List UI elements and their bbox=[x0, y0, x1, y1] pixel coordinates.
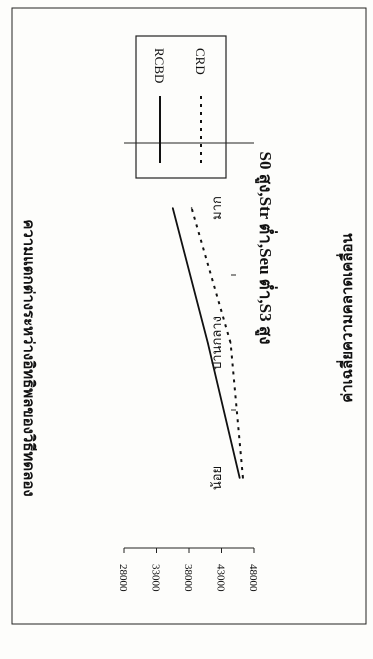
y-tick-label: 43000 bbox=[215, 564, 227, 592]
chart-title: S0 สูง,Str ต่ำ,Seu ต่ำ,S3 สูง bbox=[254, 152, 278, 345]
x-tick-label: น้อย bbox=[209, 466, 224, 490]
legend-label-crd: CRD bbox=[193, 48, 208, 75]
y-tick-label: 38000 bbox=[182, 564, 194, 592]
series-group bbox=[171, 207, 244, 479]
data-point-rcbd bbox=[207, 342, 209, 344]
data-point-rcbd bbox=[238, 477, 241, 479]
y-axis-title: ค่าเฉลี่ยความคลาดเคลื่อน bbox=[336, 232, 356, 402]
data-point-crd bbox=[242, 477, 244, 479]
y-tick-group: 48000 43000 38000 33000 28000 bbox=[117, 548, 259, 592]
x-tick-label: ปานกลาง bbox=[209, 316, 224, 370]
data-point-rcbd bbox=[171, 207, 174, 209]
data-point-crd bbox=[190, 207, 193, 209]
outer-frame bbox=[11, 7, 367, 625]
legend-box bbox=[135, 35, 227, 179]
x-tick-group: น้อย ปานกลาง มาก bbox=[209, 196, 236, 490]
y-tick-label: 28000 bbox=[117, 564, 129, 592]
series-line-rcbd bbox=[171, 207, 241, 479]
data-point-crd bbox=[229, 342, 232, 344]
x-tick-label: มาก bbox=[209, 196, 224, 220]
legend-label-rcbd: RCBD bbox=[152, 48, 167, 83]
y-tick-label: 48000 bbox=[247, 564, 259, 592]
chart-body: S0 สูง,Str ต่ำ,Seu ต่ำ,S3 สูง น้อย ปานกลา… bbox=[20, 35, 356, 592]
legend: CRD RCBD bbox=[135, 35, 227, 179]
y-tick-label: 33000 bbox=[150, 564, 162, 592]
x-axis-title: ความแตกต่างระหว่างอิทธิพลของวิธีทดลอง bbox=[20, 219, 38, 496]
